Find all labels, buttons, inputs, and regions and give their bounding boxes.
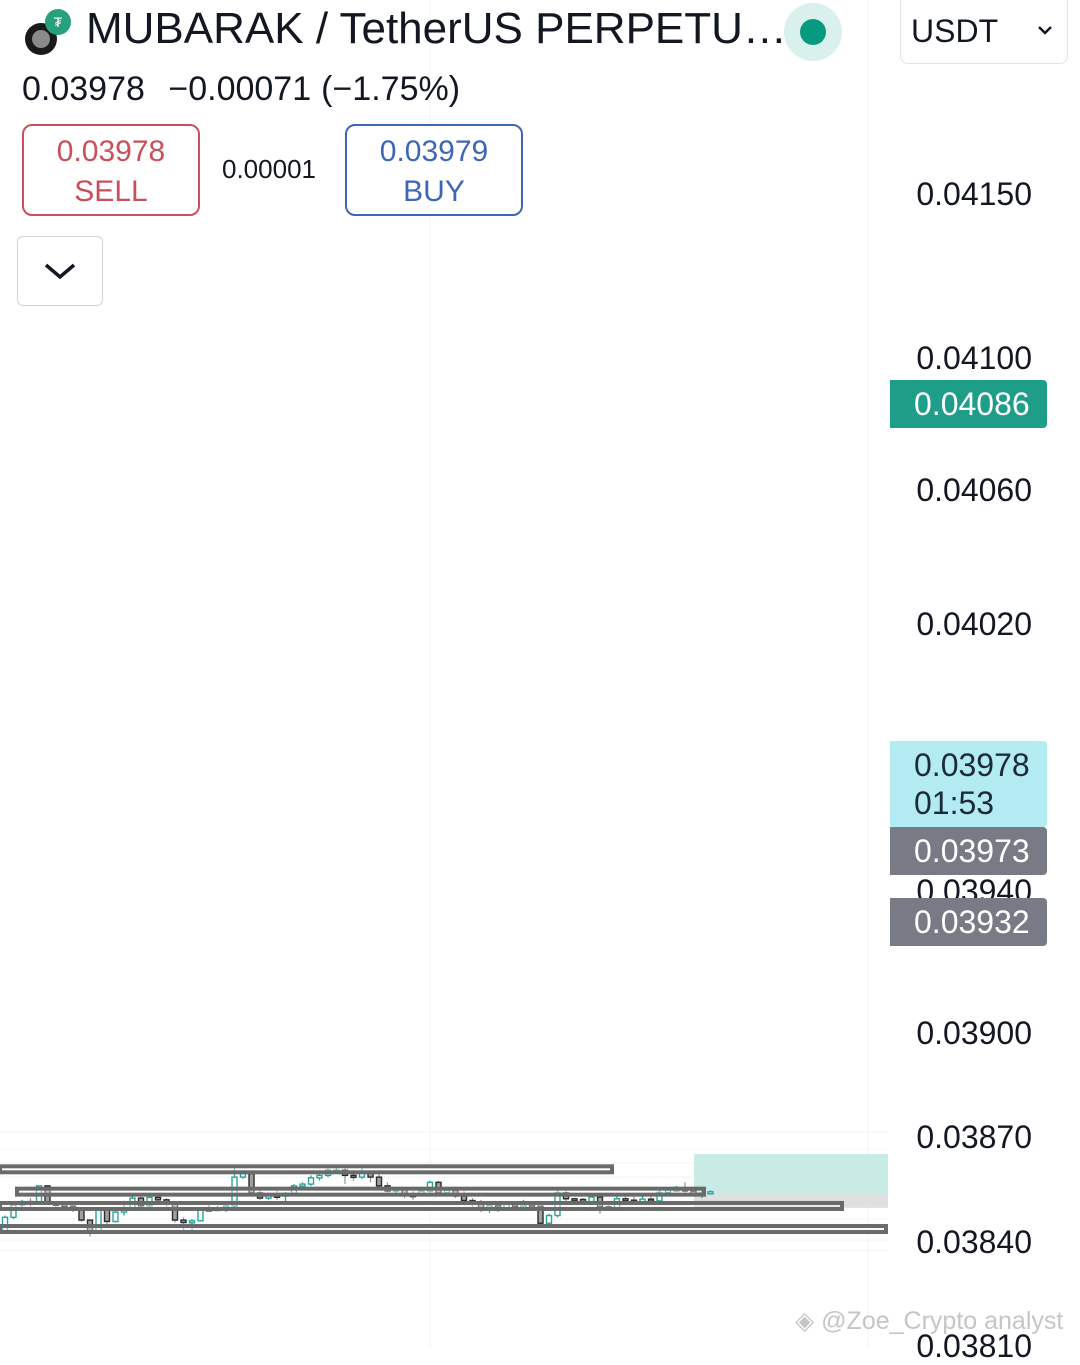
y-tick-label: 0.03840 [916, 1224, 1032, 1260]
buy-price: 0.03979 [379, 135, 489, 168]
candle-body [588, 1196, 595, 1203]
last-price-tag-value: 0.03978 [914, 747, 1030, 783]
candle-body [103, 1208, 111, 1223]
candle-body [188, 1220, 196, 1224]
chevron-down-icon [1038, 26, 1052, 35]
candle-body [350, 1174, 357, 1179]
chevron-down-icon [44, 263, 76, 280]
countdown-timer: 01:53 [914, 785, 995, 821]
y-tick-label: 0.04100 [916, 340, 1032, 376]
y-tick-label: 0.04060 [916, 472, 1032, 508]
position-zones [694, 1154, 888, 1208]
level-box [15, 1186, 706, 1197]
candle-body [622, 1198, 629, 1202]
candle-body [154, 1196, 162, 1201]
candle-body [647, 1198, 655, 1202]
symbol-title[interactable]: MUBARAK / TetherUS PERPETU… [86, 4, 787, 53]
candle-body [375, 1176, 383, 1187]
candle-body [537, 1205, 544, 1224]
sell-label: SELL [74, 175, 148, 208]
buy-label: BUY [403, 175, 465, 208]
watermark-logo-icon: ◈ [795, 1307, 822, 1335]
level-box [0, 1200, 844, 1211]
sell-button[interactable]: 0.03978 SELL [22, 124, 200, 216]
live-indicator [784, 3, 842, 61]
target-price-tag: 0.04086 [890, 380, 1047, 428]
price-change: −0.00071 [168, 70, 312, 108]
watermark-text: @Zoe_Crypto analyst [821, 1307, 1064, 1335]
y-tick-label: 0.03870 [916, 1119, 1032, 1155]
level-boxes [0, 1164, 888, 1235]
candle-body [10, 1204, 17, 1218]
watermark: ◈ @Zoe_Crypto analyst [795, 1306, 1063, 1336]
entry-price-tag: 0.03973 [890, 827, 1047, 875]
y-tick-label: 0.04150 [916, 176, 1032, 212]
candle-body [707, 1191, 714, 1195]
candle-body [231, 1176, 238, 1207]
last-price-tag: 0.03978 01:53 [890, 741, 1047, 827]
sell-price: 0.03978 [56, 135, 166, 168]
candle-body [545, 1214, 553, 1224]
buy-button[interactable]: 0.03979 BUY [345, 124, 523, 216]
candle-body [460, 1195, 468, 1202]
price-change-pct: (−1.75%) [321, 70, 461, 108]
candle-body [656, 1191, 663, 1202]
candle-body [197, 1208, 204, 1222]
currency-value: USDT [911, 13, 999, 49]
candle-body [112, 1211, 119, 1223]
currency-select[interactable]: USDT [900, 0, 1068, 64]
stop-price-tag: 0.03932 [890, 898, 1047, 946]
target-zone [694, 1154, 888, 1194]
level-box [0, 1164, 614, 1175]
candle-body [307, 1177, 315, 1185]
candle-body [299, 1183, 306, 1187]
y-tick-label: 0.03900 [916, 1015, 1032, 1051]
coin-logo-icon: ₮ [25, 9, 71, 55]
candle-body [316, 1174, 323, 1179]
candle-body [571, 1198, 578, 1202]
spread-value: 0.00001 [222, 154, 316, 184]
collapse-button[interactable] [17, 236, 103, 306]
live-dot-icon [800, 19, 826, 45]
svg-text:₮: ₮ [54, 14, 63, 30]
price-summary: 0.03978 −0.00071 (−1.75%) [22, 70, 474, 109]
y-tick-label: 0.04020 [916, 606, 1032, 642]
last-price: 0.03978 [22, 70, 145, 108]
level-box [0, 1224, 888, 1235]
chart-grid [0, 0, 888, 1347]
candle-body [180, 1219, 187, 1224]
